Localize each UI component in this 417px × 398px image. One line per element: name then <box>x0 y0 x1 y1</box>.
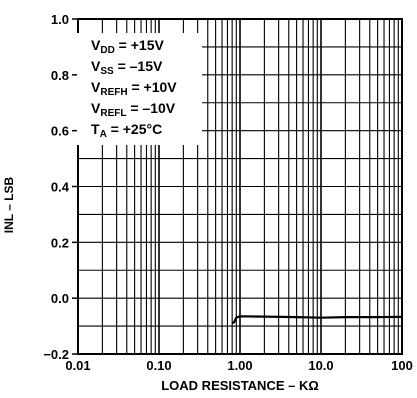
axes <box>72 18 403 355</box>
x-tick-label: 0.01 <box>65 358 90 373</box>
annotation-ta: TA = +25°C <box>91 121 163 140</box>
x-tick-label: 10.0 <box>308 358 333 373</box>
y-tick-label: 0.8 <box>51 68 69 83</box>
y-axis-label: INL – LSB <box>2 176 16 234</box>
annotation-vdd: VDD = +15V <box>91 37 164 56</box>
y-tick-label: 0.6 <box>51 124 69 139</box>
x-tick-label: 1.00 <box>227 358 252 373</box>
x-axis-label: LOAD RESISTANCE – KΩ <box>161 378 319 393</box>
annotation-vrefl: VREFL = –10V <box>91 100 176 119</box>
y-tick-label: 0.0 <box>51 291 69 306</box>
y-tick-label: −0.2 <box>43 347 69 362</box>
y-tick-label: 1.0 <box>51 12 69 27</box>
x-tick-label: 100 <box>391 358 413 373</box>
conditions-box <box>77 33 202 145</box>
annotation-vss: VSS = –15V <box>91 58 163 77</box>
annotation-vrefh: VREFH = +10V <box>91 79 177 98</box>
y-tick-label: 0.4 <box>51 180 70 195</box>
y-tick-label: 0.2 <box>51 235 69 250</box>
tick-labels: −0.2 0.0 0.2 0.4 0.6 0.8 1.0 0.01 0.10 1.00 10.0 10… <box>43 12 413 373</box>
series-group <box>231 315 403 325</box>
x-tick-label: 0.10 <box>146 358 171 373</box>
series-line <box>231 315 403 325</box>
